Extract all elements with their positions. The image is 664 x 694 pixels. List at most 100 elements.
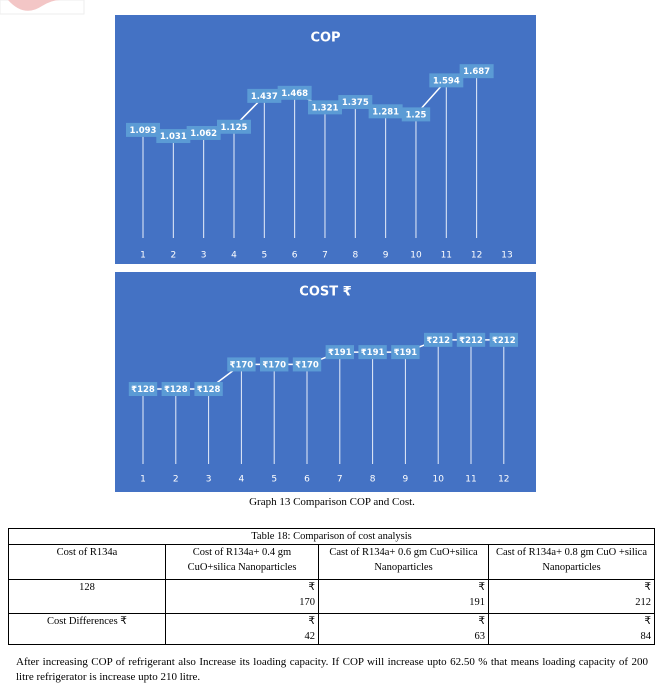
table-title: Table 18: Comparison of cost analysis (8, 528, 655, 545)
paragraph: After increasing COP of refrigerant also… (16, 656, 648, 683)
data-label: 1.687 (463, 67, 490, 77)
x-tick-label: 1 (140, 251, 146, 261)
currency: ₹ (644, 582, 651, 593)
x-tick-label: 2 (170, 251, 176, 261)
data-label: 1.093 (130, 126, 157, 136)
label-box (216, 119, 251, 134)
data-label: 1.468 (281, 89, 308, 99)
x-tick-label: 3 (206, 475, 212, 485)
x-tick-label: 6 (292, 251, 298, 261)
amount: 212 (635, 597, 651, 608)
x-tick-label: 4 (231, 251, 237, 261)
x-tick-label: 5 (271, 475, 277, 485)
x-tick-label: 10 (432, 475, 444, 485)
label-box (368, 104, 403, 119)
label-box (194, 382, 223, 397)
label-box (161, 382, 190, 397)
data-label: 1.25 (405, 110, 426, 120)
label-box (126, 122, 160, 137)
data-label: 1.321 (312, 103, 339, 113)
data-label: ₹212 (459, 336, 483, 346)
data-label: ₹170 (262, 360, 286, 370)
label-box (325, 345, 354, 360)
x-tick-label: 13 (501, 251, 512, 261)
x-tick-label: 1 (140, 475, 146, 485)
label-box (292, 357, 322, 372)
amount: 42 (304, 631, 316, 642)
cell: ₹42 (165, 613, 319, 645)
x-tick-label: 9 (383, 251, 389, 261)
data-label: 1.281 (372, 107, 399, 117)
x-tick-label: 9 (403, 475, 409, 485)
label-box (489, 332, 518, 347)
x-tick-label: 11 (465, 475, 476, 485)
currency: ₹ (478, 616, 485, 627)
cell: ₹212 (488, 579, 655, 614)
label-box (247, 88, 282, 103)
label-box (358, 345, 387, 360)
cell: ₹63 (318, 613, 489, 645)
x-tick-label: 8 (352, 251, 358, 261)
chart-title: COP (310, 31, 340, 46)
data-label: ₹128 (131, 385, 155, 395)
data-label: ₹191 (328, 348, 352, 358)
label-box (128, 382, 158, 397)
cell: ₹191 (318, 579, 489, 614)
data-label: ₹128 (197, 385, 221, 395)
label-box (227, 357, 256, 372)
cost-table: Table 18: Comparison of cost analysis Co… (8, 528, 655, 645)
data-label: 1.125 (221, 123, 248, 133)
currency: ₹ (308, 582, 315, 593)
currency: ₹ (644, 616, 651, 627)
data-label: ₹212 (492, 336, 516, 346)
label-box (260, 357, 289, 372)
label-box (424, 332, 453, 347)
label-box (401, 107, 431, 122)
x-tick-label: 4 (239, 475, 245, 485)
x-tick-label: 12 (498, 475, 509, 485)
data-label: 1.594 (433, 76, 460, 86)
amount: 84 (640, 631, 652, 642)
data-label: 1.031 (160, 132, 187, 142)
amount: 170 (299, 597, 315, 608)
x-tick-label: 12 (471, 251, 482, 261)
row-label: 128 (8, 579, 166, 614)
header-cell: Cost of R134a (8, 544, 166, 580)
label-box (186, 125, 221, 140)
row-label: Cost Differences ₹ (8, 613, 166, 645)
label-box (391, 345, 420, 360)
label-box (156, 129, 191, 144)
currency: ₹ (308, 616, 315, 627)
x-tick-label: 7 (322, 251, 328, 261)
amount: 191 (469, 597, 485, 608)
cell: ₹84 (488, 613, 655, 645)
x-tick-label: 11 (441, 251, 452, 261)
label-box (338, 95, 373, 110)
currency: ₹ (478, 582, 485, 593)
data-label: ₹128 (164, 385, 188, 395)
amount: 63 (474, 631, 486, 642)
data-label: ₹170 (230, 360, 254, 370)
cell: ₹170 (165, 579, 319, 614)
caption: Graph 13 Comparison COP and Cost. (249, 496, 415, 508)
x-tick-label: 10 (410, 251, 422, 261)
data-label: ₹191 (394, 348, 418, 358)
x-tick-label: 2 (173, 475, 179, 485)
data-label: ₹191 (361, 348, 385, 358)
data-label: ₹212 (426, 336, 450, 346)
header-cell: Cast of R134a+ 0.8 gm CuO +silica Nanopa… (488, 544, 655, 580)
label-box (277, 85, 312, 100)
label-box (429, 73, 464, 88)
chart-title: COST ₹ (299, 285, 351, 300)
logo (8, 0, 60, 11)
data-label: ₹170 (295, 360, 319, 370)
label-box (307, 100, 342, 115)
data-label: 1.437 (251, 92, 278, 102)
x-tick-label: 3 (201, 251, 207, 261)
label-box (459, 64, 494, 79)
x-tick-label: 8 (370, 475, 376, 485)
x-tick-label: 7 (337, 475, 343, 485)
label-box (456, 332, 486, 347)
